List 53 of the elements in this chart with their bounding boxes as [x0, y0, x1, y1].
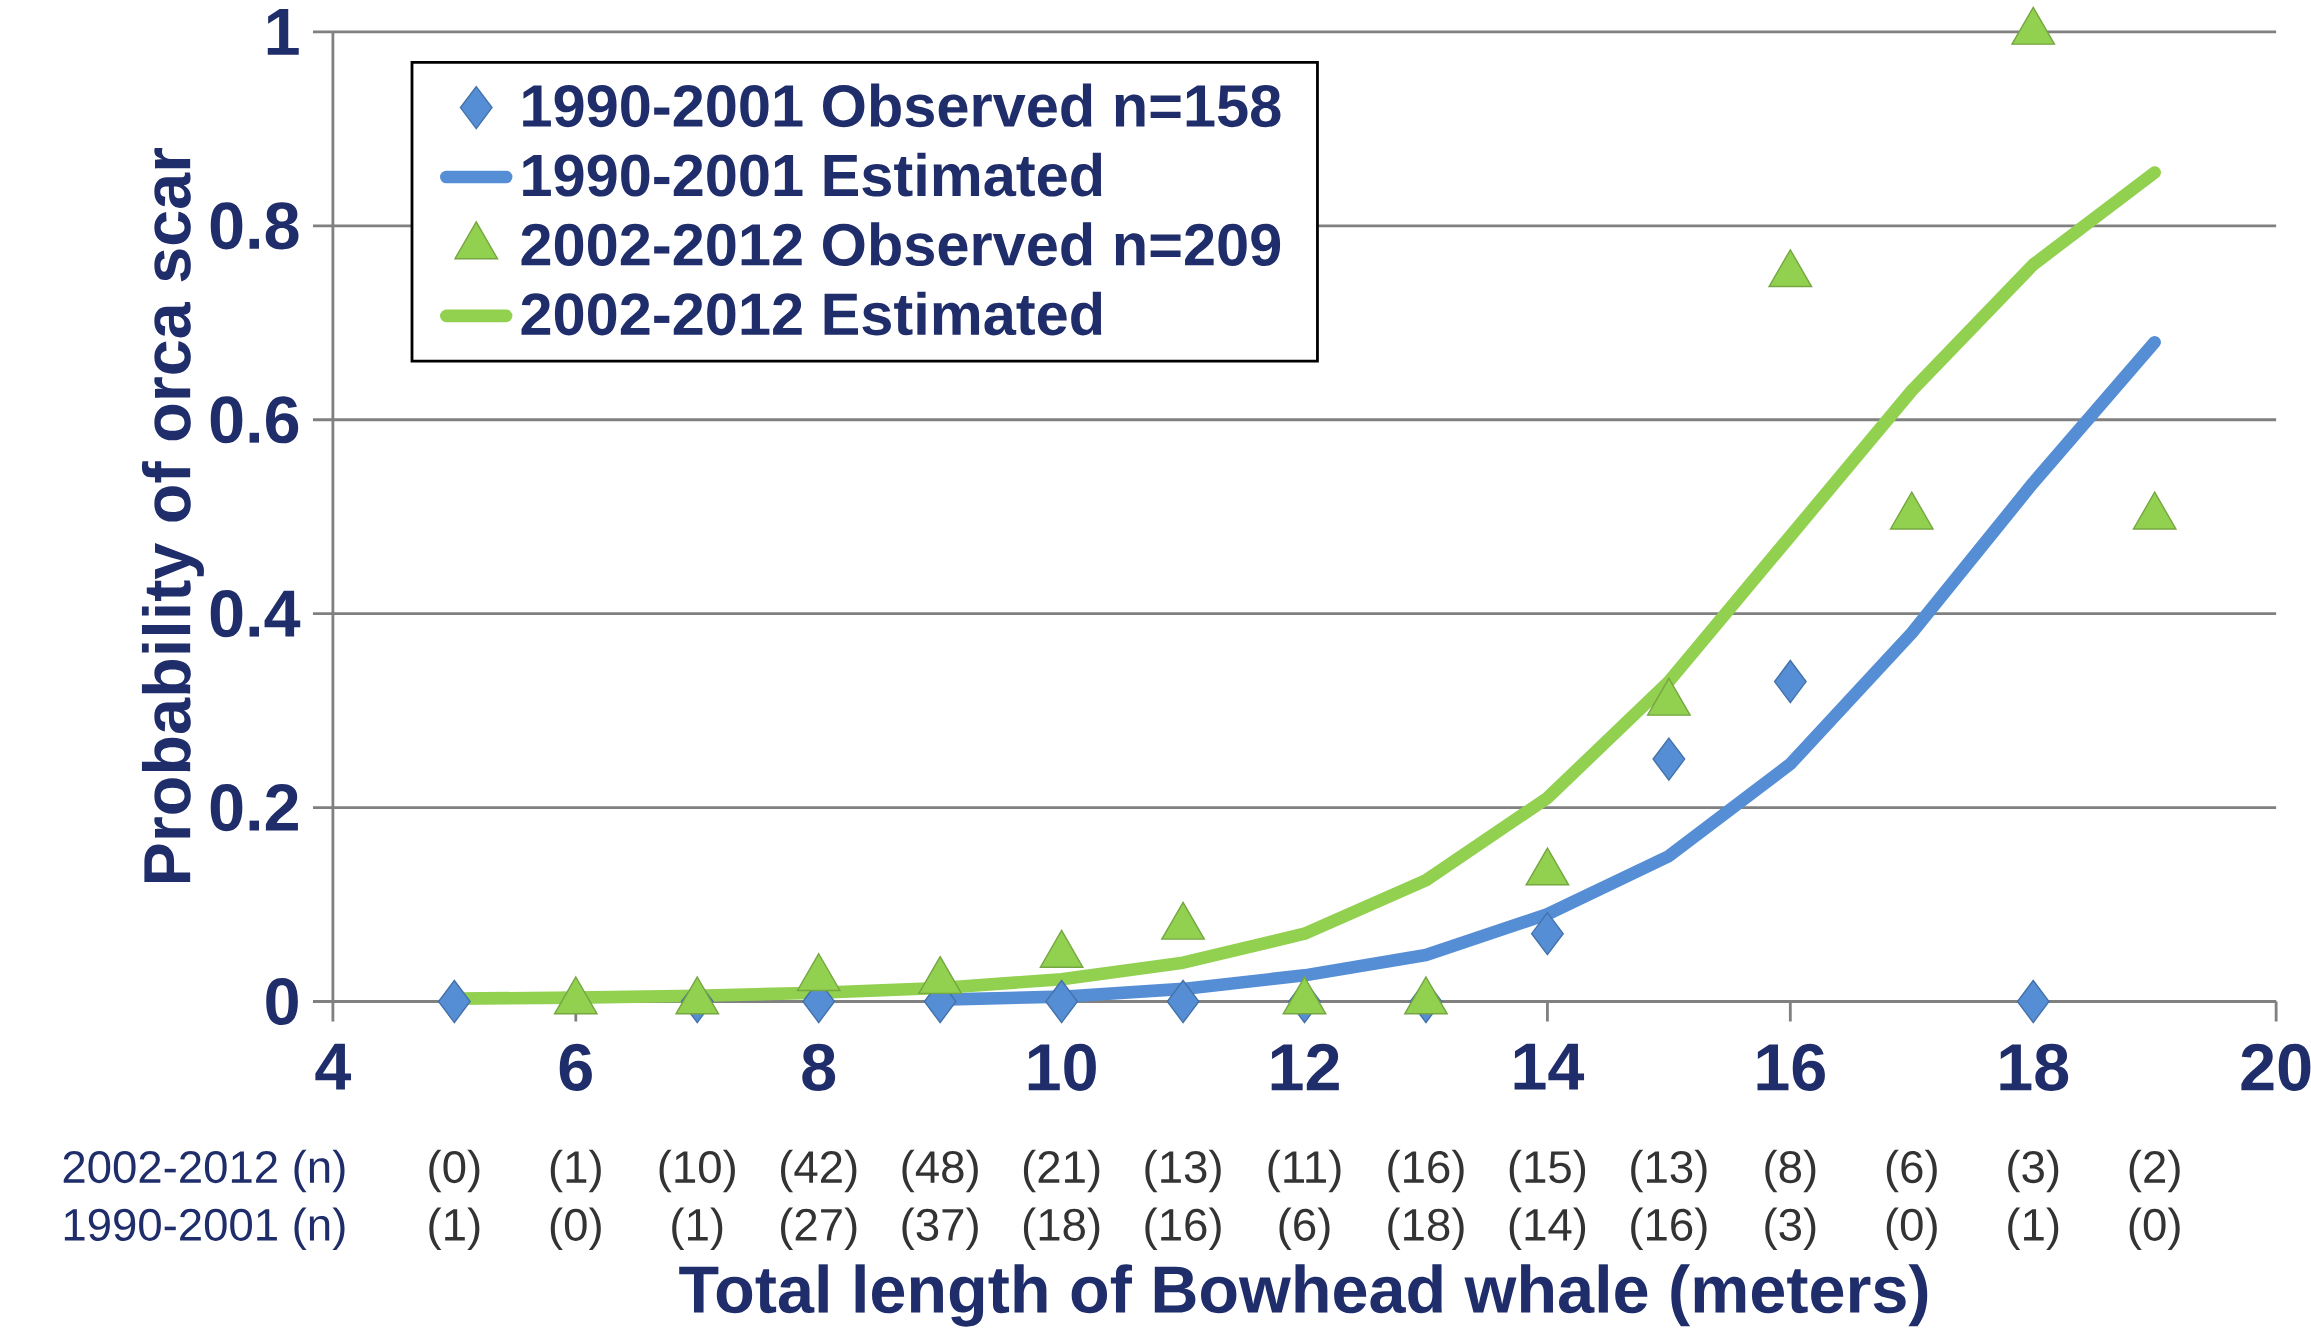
- text: 1990-2001 (n): [64, 1207, 345, 1250]
- text: (42): [781, 1149, 857, 1192]
- text: (13): [1631, 1149, 1707, 1192]
- x-tick-label: 10: [1028, 1043, 1096, 1091]
- legend-label: 1990-2001 Estimated: [523, 152, 1102, 197]
- text: (3): [1765, 1207, 1816, 1250]
- x-tick-label: 12: [1271, 1043, 1339, 1091]
- legend-label: 2002-2012 Estimated: [521, 291, 1102, 336]
- y-tick-label: 0.2: [210, 783, 298, 831]
- text: (0): [429, 1149, 480, 1192]
- text: (18): [1388, 1207, 1464, 1250]
- text: (6): [1886, 1149, 1937, 1192]
- text: (48): [902, 1149, 978, 1192]
- x-tick-label: 8: [802, 1043, 836, 1091]
- x-axis-title: Total length of Bowhead whale (meters): [679, 1264, 1928, 1327]
- x-tick-label: 16: [1757, 1043, 1825, 1091]
- text: (14): [1509, 1207, 1586, 1250]
- text: (11): [1268, 1149, 1341, 1192]
- text: (3): [2008, 1149, 2059, 1192]
- text: (27): [781, 1207, 857, 1250]
- text: (1): [429, 1207, 480, 1250]
- text: (1): [2008, 1207, 2059, 1250]
- text: (16): [1388, 1149, 1464, 1192]
- text: (6): [1279, 1207, 1330, 1250]
- text: (37): [902, 1207, 978, 1250]
- text: (0): [1886, 1207, 1937, 1250]
- x-tick-label: 6: [559, 1043, 592, 1091]
- legend-label: 1990-2001 Observed n=158: [523, 83, 1281, 127]
- text: (13): [1145, 1149, 1221, 1192]
- y-tick-label: 0: [266, 977, 298, 1025]
- text: (1): [672, 1207, 723, 1250]
- x-tick-label: 4: [315, 1043, 352, 1090]
- y-tick-label: 0.8: [210, 202, 299, 250]
- y-axis-title: Probability of orca scar: [141, 147, 204, 882]
- x-tick-label: 20: [2241, 1043, 2311, 1091]
- text: (15): [1509, 1149, 1586, 1192]
- text: 2002-2012 (n): [63, 1149, 345, 1192]
- text: (21): [1023, 1149, 1100, 1192]
- y-tick-label: 0.6: [210, 396, 299, 444]
- text: (2): [2129, 1149, 2180, 1192]
- text: (16): [1631, 1207, 1707, 1250]
- text: (0): [550, 1207, 601, 1250]
- y-tick-label: 0.4: [210, 589, 301, 638]
- text: (16): [1145, 1207, 1221, 1250]
- text: (10): [659, 1149, 735, 1192]
- legend-label: 2002-2012 Observed n=209: [521, 222, 1281, 266]
- text: (18): [1023, 1207, 1100, 1250]
- x-tick-label: 14: [1514, 1043, 1585, 1090]
- y-tick-label: 1: [267, 8, 299, 55]
- text: (1): [550, 1149, 601, 1192]
- text: (8): [1765, 1149, 1816, 1192]
- x-tick-label: 18: [2000, 1043, 2069, 1091]
- text: (0): [2129, 1207, 2180, 1250]
